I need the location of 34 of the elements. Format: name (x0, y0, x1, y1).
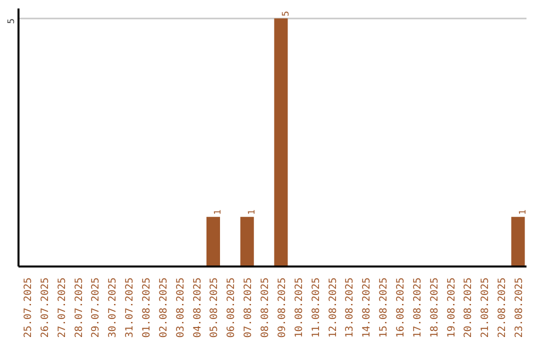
x-tick-label: 25.07.2025 (22, 277, 34, 338)
x-tick-label: 01.08.2025 (142, 277, 152, 338)
x-tick-label: 16.08.2025 (396, 277, 406, 338)
x-tick-label: 31.07.2025 (124, 277, 136, 338)
x-tick-label: 13.08.2025 (344, 277, 356, 338)
x-tick-label: 06.08.2025 (226, 277, 238, 338)
x-tick-label: 15.08.2025 (378, 277, 390, 338)
x-tick-label: 26.07.2025 (40, 277, 51, 338)
x-tick-label: 02.08.2025 (158, 277, 170, 338)
x-tick-label: 20.08.2025 (463, 277, 474, 338)
x-tick-label: 09.08.2025 (276, 277, 288, 338)
x-tick-label: 10.08.2025 (294, 277, 305, 338)
x-tick-label: 03.08.2025 (175, 277, 186, 338)
x-tick-label: 18.08.2025 (429, 277, 440, 338)
x-tick-label: 07.08.2025 (243, 277, 254, 338)
x-tick-label: 22.08.2025 (497, 277, 508, 338)
x-tick-label: 08.08.2025 (260, 277, 272, 338)
x-tick-label: 23.08.2025 (514, 277, 526, 338)
x-tick-label: 11.08.2025 (310, 277, 322, 338)
data-label: 1 (248, 209, 258, 215)
x-tick-label: 30.07.2025 (108, 277, 119, 338)
data-label: 5 (281, 11, 292, 16)
data-label: 1 (518, 209, 529, 215)
x-tick-label: 04.08.2025 (192, 277, 204, 338)
x-tick-label: 29.07.2025 (90, 277, 102, 338)
x-tick-label: 27.07.2025 (56, 277, 68, 338)
data-label: 1 (214, 209, 224, 215)
x-tick-label: 21.08.2025 (480, 277, 492, 338)
x-tick-label: 14.08.2025 (362, 277, 373, 338)
x-tick-label: 05.08.2025 (209, 277, 220, 338)
x-tick-label: 17.08.2025 (412, 277, 424, 338)
x-tick-label: 12.08.2025 (328, 277, 339, 338)
x-tick-label: 19.08.2025 (446, 277, 458, 338)
x-tick-label: 28.07.2025 (74, 277, 85, 338)
